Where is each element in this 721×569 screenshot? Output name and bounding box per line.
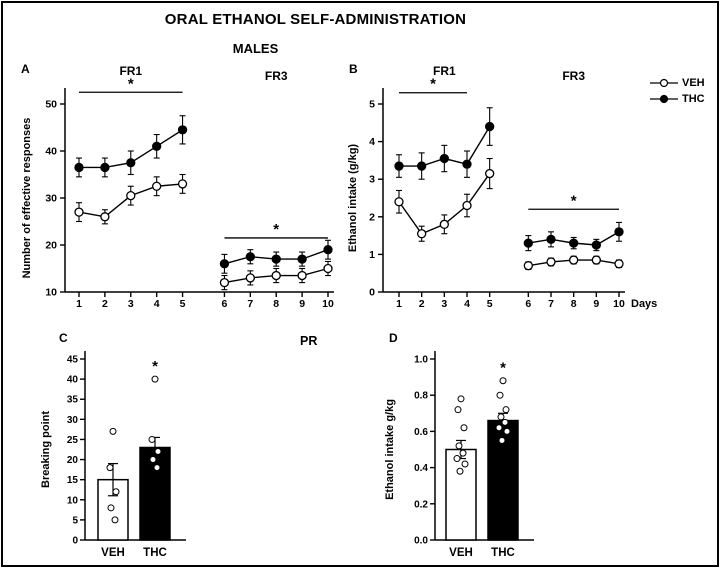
svg-text:B: B xyxy=(349,62,358,76)
svg-text:10: 10 xyxy=(613,298,625,310)
svg-text:30: 30 xyxy=(67,415,79,426)
svg-text:VEH: VEH xyxy=(449,547,473,559)
legend-item-thc: THC xyxy=(649,91,705,107)
svg-text:10: 10 xyxy=(45,287,57,299)
svg-text:5: 5 xyxy=(180,298,186,310)
svg-text:FR1: FR1 xyxy=(433,64,456,78)
legend-label-thc: THC xyxy=(682,93,705,105)
svg-text:7: 7 xyxy=(548,298,554,310)
svg-text:5: 5 xyxy=(487,298,493,310)
svg-text:FR1: FR1 xyxy=(119,64,142,78)
svg-text:2: 2 xyxy=(369,211,375,223)
svg-text:0.4: 0.4 xyxy=(414,463,428,474)
svg-text:40: 40 xyxy=(45,146,57,158)
svg-text:0.0: 0.0 xyxy=(414,536,428,547)
panel-d-ethanol-intake-bar-chart: D 0.0 0.2 0.4 0.6 0.8 1.0 Ethanol intake g/kg VE… xyxy=(384,331,534,559)
svg-text:0.2: 0.2 xyxy=(414,499,428,510)
figure-subtitle: MALES xyxy=(232,41,279,56)
svg-text:Breaking point: Breaking point xyxy=(40,411,52,488)
svg-text:Ethanol intake g/kg: Ethanol intake g/kg xyxy=(384,399,396,500)
svg-text:4: 4 xyxy=(464,298,470,310)
svg-text:1: 1 xyxy=(396,298,402,310)
svg-text:35: 35 xyxy=(67,395,79,406)
svg-text:FR3: FR3 xyxy=(562,69,585,83)
svg-text:0: 0 xyxy=(72,536,78,547)
svg-text:6: 6 xyxy=(525,298,531,310)
svg-text:9: 9 xyxy=(593,298,599,310)
svg-text:VEH: VEH xyxy=(101,547,125,559)
svg-text:2: 2 xyxy=(419,298,425,310)
pr-schedule-label: PR xyxy=(300,334,318,348)
thc-filled-circle-marker-icon xyxy=(650,94,678,104)
svg-text:THC: THC xyxy=(143,547,167,559)
svg-text:50: 50 xyxy=(45,99,57,111)
panel-a-effective-responses-line-chart: A FR1 FR3 10 20 30 40 50 1 2 3 4 5 6 7 8 9 10 Number of ef… xyxy=(21,62,334,310)
svg-text:4: 4 xyxy=(154,298,160,310)
svg-text:0.8: 0.8 xyxy=(414,391,428,402)
legend: VEH THC xyxy=(649,75,705,107)
svg-text:A: A xyxy=(21,62,30,76)
svg-text:0: 0 xyxy=(369,287,375,299)
legend-label-veh: VEH xyxy=(682,77,705,89)
svg-text:7: 7 xyxy=(247,298,253,310)
svg-text:C: C xyxy=(59,331,68,345)
svg-text:FR3: FR3 xyxy=(265,69,288,83)
svg-text:10: 10 xyxy=(322,298,334,310)
panel-b-ethanol-intake-line-chart: B FR1 FR3 0 1 2 3 4 5 1 2 3 4 5 6 7 8 9 10 Days Ethanol inta… xyxy=(347,62,657,310)
svg-text:5: 5 xyxy=(369,99,375,111)
svg-text:10: 10 xyxy=(67,495,79,506)
svg-text:8: 8 xyxy=(571,298,577,310)
svg-text:40: 40 xyxy=(67,375,79,386)
svg-text:Ethanol intake (g/kg): Ethanol intake (g/kg) xyxy=(347,144,359,253)
veh-open-circle-marker-icon xyxy=(650,78,678,88)
svg-text:*: * xyxy=(430,76,436,93)
svg-text:THC: THC xyxy=(491,547,515,559)
svg-text:20: 20 xyxy=(45,240,57,252)
svg-text:1: 1 xyxy=(76,298,82,310)
svg-text:*: * xyxy=(571,192,577,209)
svg-text:1.0: 1.0 xyxy=(414,355,428,366)
svg-text:*: * xyxy=(152,358,158,375)
svg-text:2: 2 xyxy=(102,298,108,310)
svg-text:*: * xyxy=(273,221,279,238)
svg-text:9: 9 xyxy=(299,298,305,310)
svg-text:0.6: 0.6 xyxy=(414,427,428,438)
svg-text:20: 20 xyxy=(67,455,79,466)
svg-text:3: 3 xyxy=(441,298,447,310)
svg-text:6: 6 xyxy=(222,298,228,310)
svg-text:3: 3 xyxy=(369,174,375,186)
svg-text:45: 45 xyxy=(67,355,79,366)
figure-title: ORAL ETHANOL SELF-ADMINISTRATION xyxy=(164,11,467,28)
panel-c-breaking-point-bar-chart: C 0 5 10 15 20 25 30 35 40 45 Breaking point VEH THC * xyxy=(40,331,186,559)
svg-text:D: D xyxy=(389,331,398,345)
svg-text:3: 3 xyxy=(128,298,134,310)
svg-text:4: 4 xyxy=(369,136,375,148)
svg-text:25: 25 xyxy=(67,435,79,446)
svg-text:1: 1 xyxy=(369,249,375,261)
svg-text:15: 15 xyxy=(67,475,79,486)
svg-text:Number of effective responses: Number of effective responses xyxy=(21,118,33,279)
svg-text:*: * xyxy=(500,360,506,377)
legend-item-veh: VEH xyxy=(649,75,705,91)
svg-text:30: 30 xyxy=(45,193,57,205)
svg-text:5: 5 xyxy=(72,515,78,526)
svg-text:Days: Days xyxy=(631,298,657,310)
svg-text:*: * xyxy=(128,75,134,92)
svg-text:8: 8 xyxy=(273,298,279,310)
